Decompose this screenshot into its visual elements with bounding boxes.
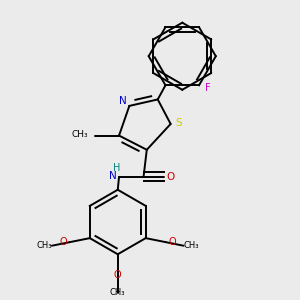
Text: CH₃: CH₃ [110, 289, 125, 298]
Text: F: F [205, 83, 211, 94]
Text: CH₃: CH₃ [36, 241, 52, 250]
Text: S: S [175, 118, 182, 128]
Text: N: N [109, 171, 116, 181]
Text: H: H [113, 164, 120, 173]
Text: N: N [119, 96, 127, 106]
Text: CH₃: CH₃ [71, 130, 88, 140]
Text: CH₃: CH₃ [184, 241, 199, 250]
Text: O: O [167, 172, 175, 182]
Text: O: O [59, 237, 67, 247]
Text: O: O [114, 270, 122, 280]
Text: O: O [169, 237, 176, 247]
